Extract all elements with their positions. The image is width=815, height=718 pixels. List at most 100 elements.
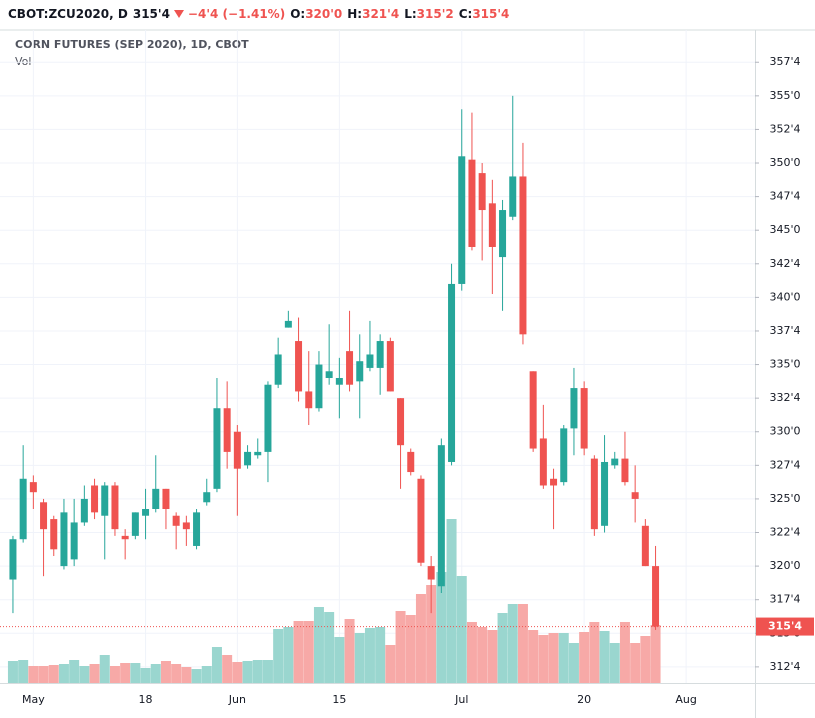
x-tick-label: Aug [675,693,696,706]
volume-bar [375,627,386,683]
x-tick-label: May [22,693,45,706]
y-tick-label: 322'4 [769,526,800,539]
volume-bar [385,645,396,683]
volume-bar [38,666,49,683]
volume-bar [150,664,161,683]
candle-body [19,478,27,540]
volume-bar [579,632,590,683]
chart-title: CORN FUTURES (SEP 2020), 1D, CBOT [15,38,249,51]
change: −4'4 (−1.41%) [187,7,286,21]
volume-bar [48,665,59,683]
y-tick-label: 330'0 [769,425,800,438]
candle-body [386,341,394,392]
candle-body [50,519,58,550]
ohlc-label: C: [458,7,473,21]
candle-body [458,156,466,284]
volume-bar [313,607,324,683]
y-tick-label: 335'0 [769,358,800,371]
volume-bar [436,572,447,683]
ohlc-value: 315'4 [472,7,510,21]
candle-body [478,173,486,211]
volume-bar [191,669,202,683]
candle-body [233,431,241,469]
candle-body [274,354,282,385]
candle-body [346,351,354,385]
candle-body [570,388,578,429]
candle-body [121,535,129,540]
candle-body [101,485,109,516]
last-price-tag [756,617,814,636]
volume-bar [640,636,651,683]
ohlc-value: 315'2 [416,7,454,21]
last-price-label: 315'4 [768,620,802,633]
candle-body [213,408,221,489]
y-tick-label: 312'4 [769,660,800,673]
volume-bar [7,661,18,683]
volume-bar [283,627,294,683]
candle-body [437,445,445,587]
volume-bar [18,660,29,683]
volume-bar [334,637,345,683]
volume-bar [69,660,80,683]
volume-bar [140,668,151,683]
volume-bar [99,655,110,683]
ohlc-value: 320'0 [305,7,343,21]
candle-body [182,522,190,530]
y-tick-label: 350'0 [769,156,800,169]
y-tick-label: 320'0 [769,559,800,572]
candle-body [397,398,405,446]
volume-bar [252,660,263,683]
candle-body [70,522,78,560]
y-tick-label: 340'0 [769,290,800,303]
y-tick-label: 357'4 [769,55,800,68]
volume-bar [517,604,528,683]
volume-bar [650,625,661,683]
candle-body [162,488,170,510]
volume-bar [548,633,559,683]
candle-body [590,458,598,530]
y-tick-label: 325'0 [769,492,800,505]
candle-body [111,485,119,530]
candle-body [366,354,374,368]
ohlc-label: L: [404,7,417,21]
volume-bar [181,667,192,683]
ohlc-label: O: [290,7,306,21]
candle-body [264,384,272,452]
ohlc-label: H: [347,7,363,21]
candle-body [529,371,537,449]
volume-bar [456,576,467,683]
candle-body [427,566,435,580]
candle-body [244,451,252,466]
candle-body [448,283,456,462]
candle-body [417,478,425,563]
volume-bar [568,643,579,683]
candle-body [325,371,333,378]
ohlc-value: 321'4 [362,7,400,21]
volume-bar [558,633,569,683]
candle-body [305,391,313,409]
volume-bar [273,629,284,683]
volume-bar [79,666,90,683]
x-tick-label: 20 [577,693,591,706]
candle-body [539,438,547,486]
candle-body [580,388,588,449]
volume-bar [120,663,131,683]
volume-bar [487,630,498,683]
volume-bar [589,622,600,683]
y-tick-label: 352'4 [769,122,800,135]
volume-bar [466,622,477,683]
candle-body [488,203,496,247]
volume-bar [630,643,641,683]
down-arrow [173,10,184,18]
candle-body [203,492,211,503]
y-tick-label: 337'4 [769,324,800,337]
volume-bar [344,619,355,683]
candle-body [193,512,201,546]
volume-bar [160,661,171,683]
candle-body [621,458,629,483]
candle-body [295,341,303,392]
grid [0,30,755,683]
volume-bar [262,660,273,683]
